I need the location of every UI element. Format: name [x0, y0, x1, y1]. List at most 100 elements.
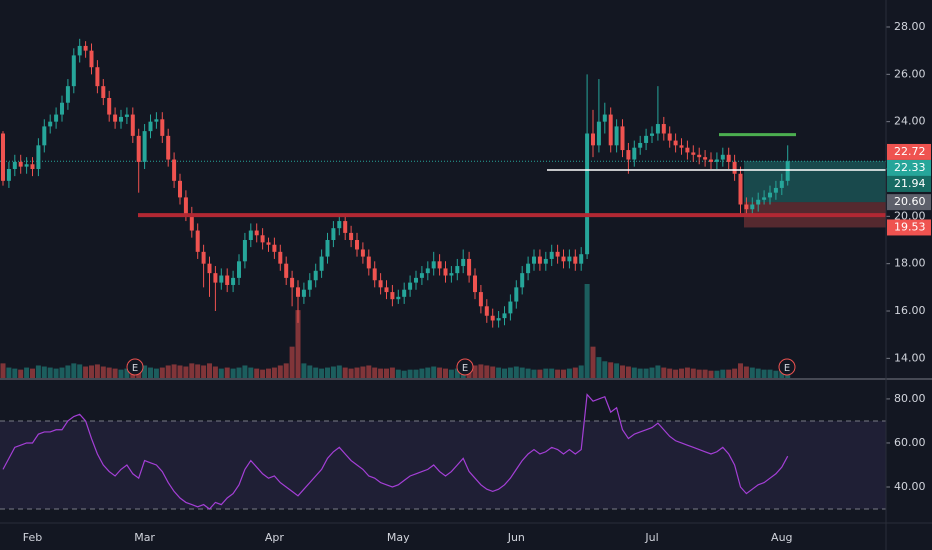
candle-body: [272, 244, 277, 252]
candle-body: [691, 152, 696, 155]
volume-bar: [419, 368, 425, 378]
volume-bar: [667, 368, 673, 378]
candle-body: [231, 277, 236, 285]
volume-bar: [307, 365, 313, 378]
rsi-tick-label: 80.00: [894, 392, 926, 405]
volume-bar: [389, 367, 395, 378]
candle-body: [514, 287, 519, 302]
candle-body: [620, 126, 625, 151]
volume-bar: [336, 365, 342, 378]
volume-bar: [773, 370, 779, 378]
volume-bar: [289, 346, 295, 378]
candle-body: [414, 277, 418, 283]
earnings-label: E: [784, 363, 790, 374]
price-label: 20.60: [894, 195, 926, 208]
candle-body: [124, 114, 129, 117]
volume-bar: [254, 368, 260, 378]
candle-body: [260, 235, 265, 243]
volume-bar: [561, 369, 566, 378]
candle-body: [319, 256, 324, 271]
volume-bar: [490, 366, 496, 378]
volume-bar: [35, 365, 41, 378]
candle-body: [313, 270, 318, 281]
y-tick-label: 16.00: [894, 304, 926, 317]
y-tick-label: 28.00: [894, 20, 926, 33]
volume-bar: [384, 368, 389, 378]
candle-body: [60, 102, 64, 115]
volume-bar: [496, 367, 502, 378]
candle-body: [567, 256, 572, 262]
candle-body: [65, 86, 70, 103]
volume-bar: [201, 365, 207, 378]
candle-body: [107, 97, 112, 115]
price-label-bg: [887, 219, 931, 236]
candle-body: [1, 133, 5, 181]
price-label-bg: [887, 175, 931, 192]
candle-body: [661, 124, 666, 134]
volume-bar: [690, 368, 696, 378]
volume-bar: [779, 369, 785, 378]
candle-body: [520, 273, 525, 288]
candle-body: [596, 121, 601, 146]
volume-bar: [118, 369, 124, 378]
volume-bar: [749, 367, 755, 378]
y-tick-label: 24.00: [894, 115, 926, 128]
candle-body: [296, 287, 300, 297]
candle-body: [396, 296, 401, 300]
candle-body: [95, 67, 100, 87]
volume-bar: [543, 368, 549, 378]
volume-bar: [578, 365, 584, 378]
volume-bar: [153, 368, 159, 378]
volume-bar: [755, 368, 761, 378]
candle-body: [425, 268, 430, 274]
volume-bar: [212, 366, 218, 378]
volume-bar: [319, 368, 325, 378]
candle-body: [402, 289, 407, 297]
volume-bar: [602, 361, 608, 378]
volume-bar: [6, 367, 12, 378]
volume-bar: [478, 364, 484, 378]
candle-body: [573, 256, 578, 264]
volume-bar: [266, 368, 271, 378]
candle-body: [189, 213, 194, 231]
candle-body: [549, 251, 554, 259]
candle-body: [89, 50, 94, 68]
candle-body: [490, 315, 495, 321]
candle-body: [136, 135, 141, 162]
volume-bar: [413, 369, 419, 378]
earnings-label: E: [132, 363, 138, 374]
candle-body: [360, 249, 365, 257]
candle-body: [455, 266, 460, 274]
volume-bar: [631, 367, 637, 378]
volume-bar: [236, 367, 242, 378]
volume-bar: [106, 367, 112, 378]
volume-bar: [148, 367, 153, 378]
volume-bar: [732, 368, 738, 378]
price-label: 21.94: [894, 177, 926, 190]
candle-body: [561, 256, 566, 262]
candle-body: [325, 240, 330, 257]
candle-body: [602, 114, 607, 122]
candle-body: [366, 256, 371, 269]
target-zone: [744, 161, 886, 203]
volume-bar: [720, 369, 726, 378]
volume-bar: [714, 370, 720, 378]
volume-bar: [100, 366, 106, 378]
earnings-label: E: [462, 363, 468, 374]
volume-bar: [696, 369, 702, 378]
earnings-marker: [126, 358, 144, 376]
volume-bar: [767, 369, 773, 378]
candle-body: [242, 240, 247, 262]
candle-body: [526, 263, 531, 274]
candle-body: [130, 114, 135, 136]
volume-bar: [431, 366, 437, 378]
volume-bar: [360, 366, 366, 378]
volume-bar: [41, 366, 47, 378]
candle-body: [166, 135, 171, 160]
volume-bar: [590, 346, 596, 378]
candle-body: [443, 268, 448, 276]
candle-body: [18, 161, 23, 167]
volume-bar: [124, 368, 130, 378]
candle-body: [30, 164, 35, 169]
candle-body: [591, 133, 595, 146]
